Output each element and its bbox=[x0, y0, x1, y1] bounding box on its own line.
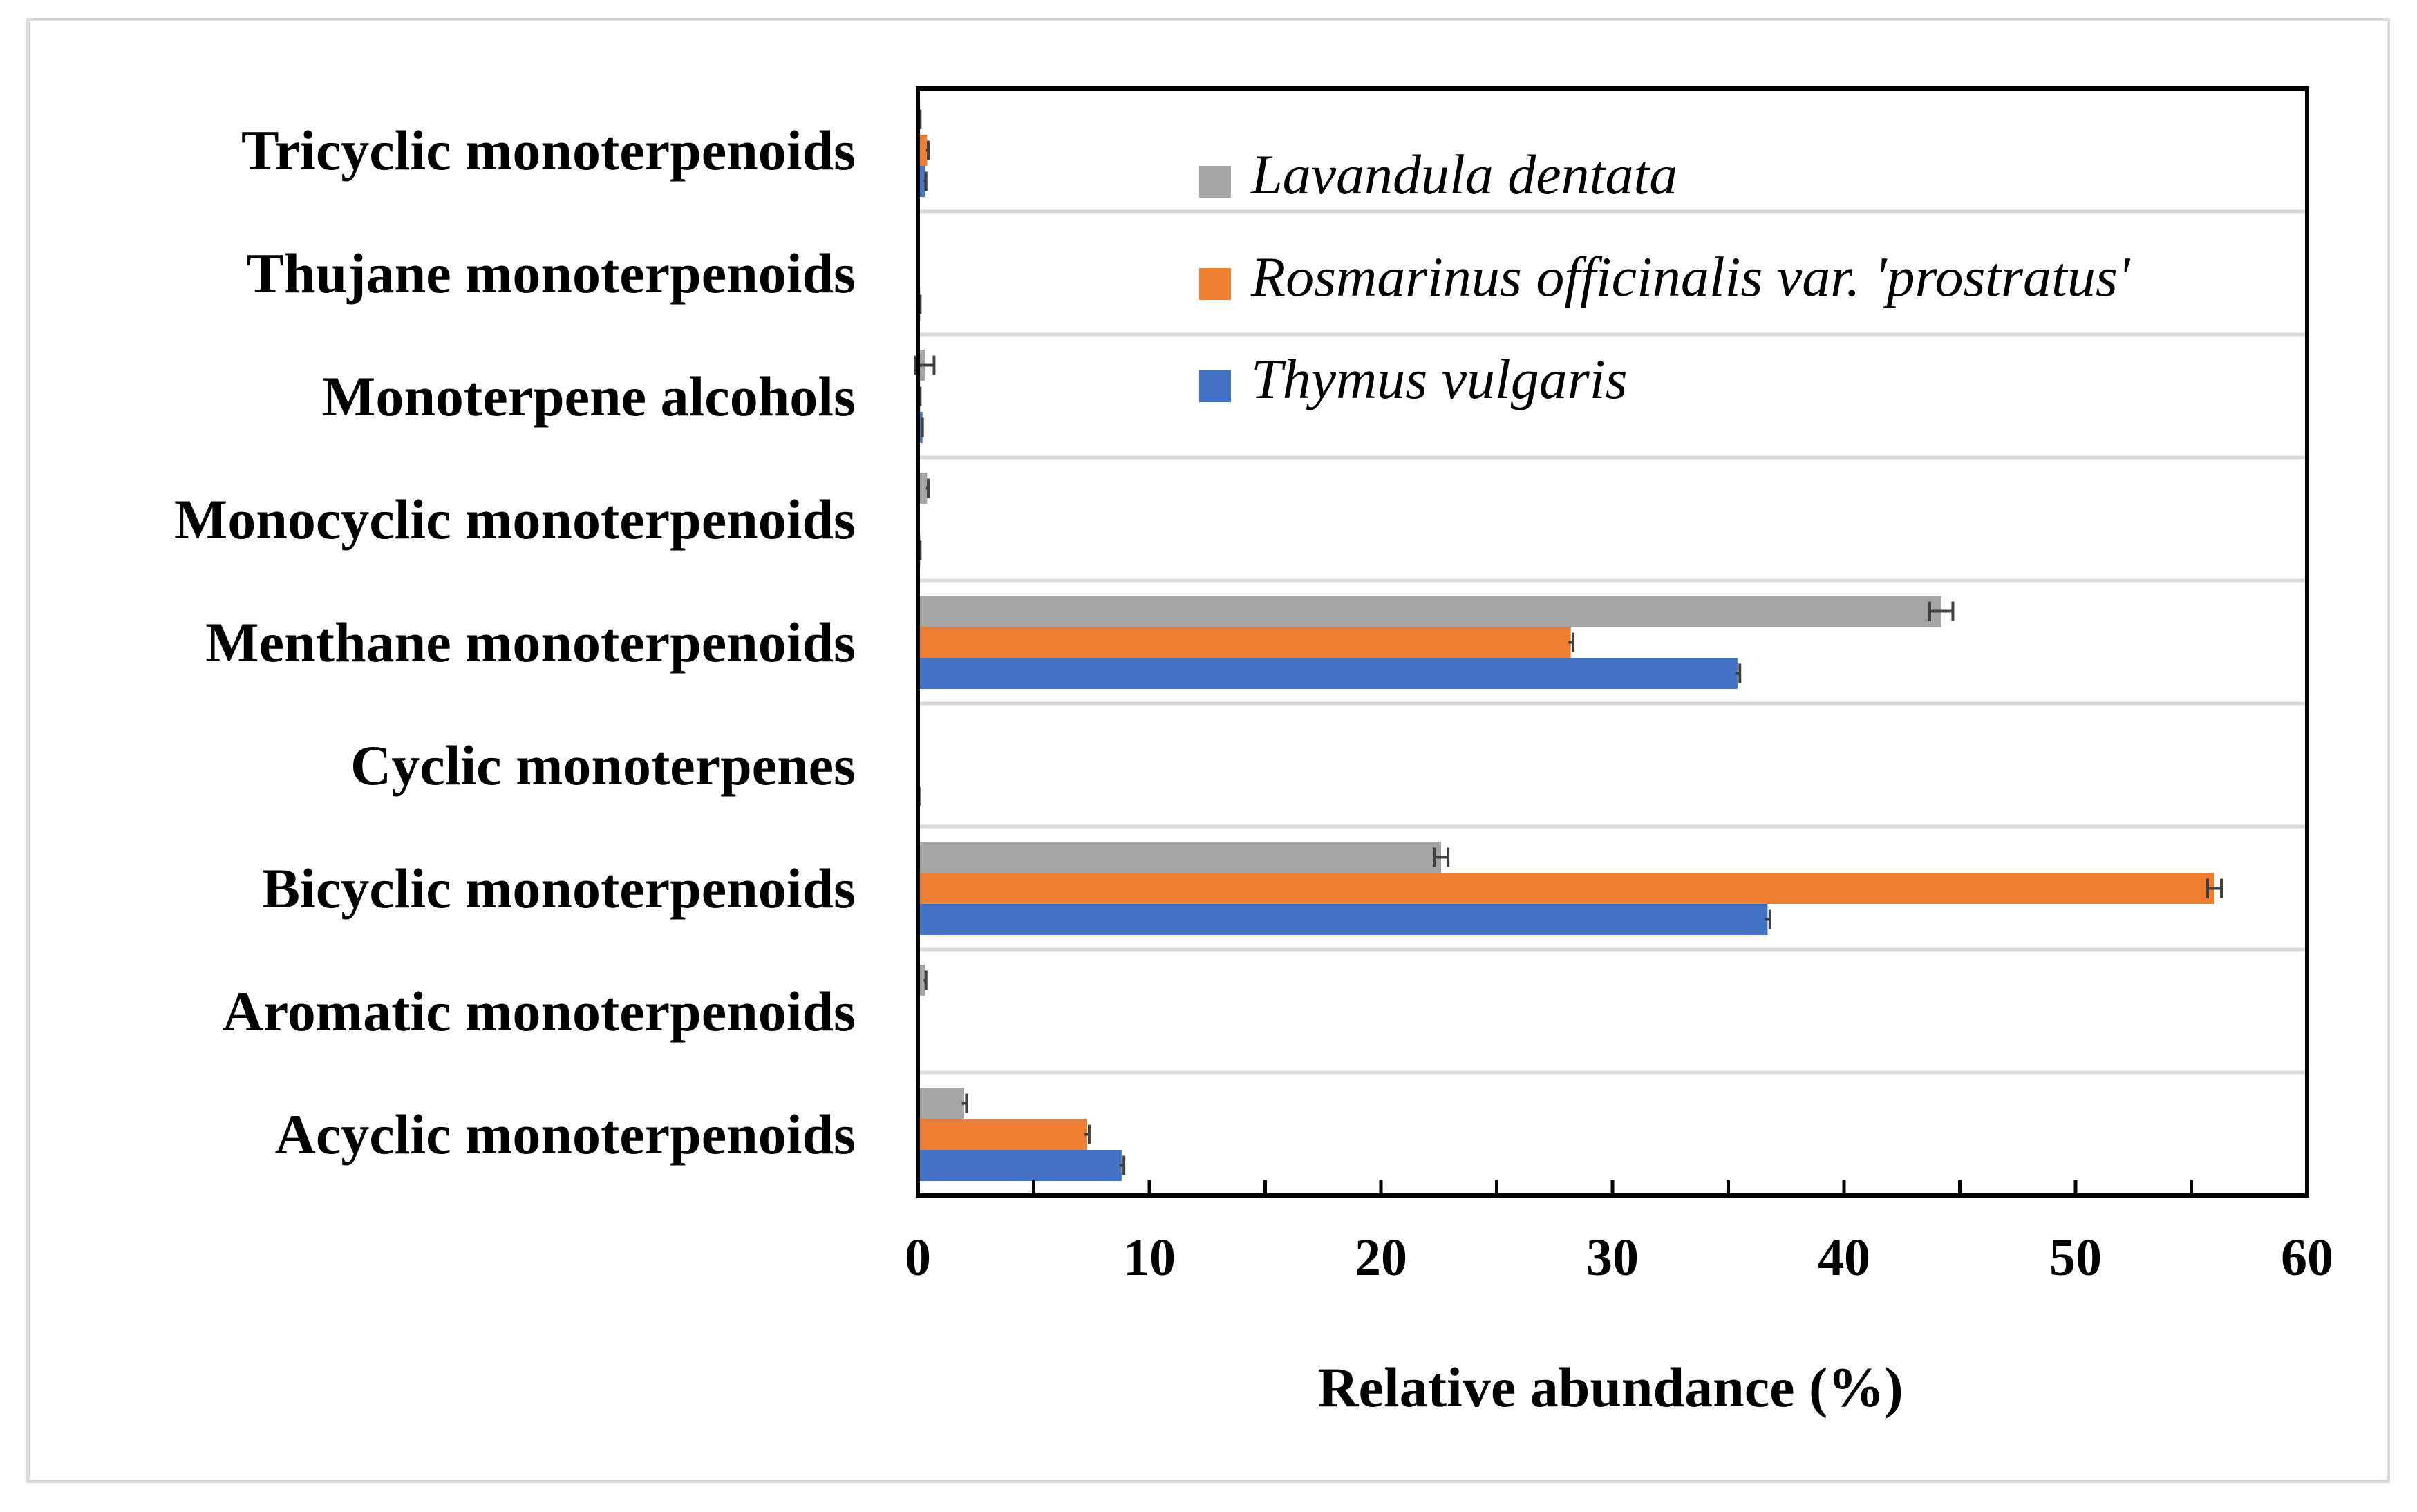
category-label: Monoterpene alcohols bbox=[322, 365, 856, 428]
category-labels: Acyclic monoterpenoids Aromatic monoterpe… bbox=[174, 119, 856, 1166]
bar bbox=[918, 904, 1768, 935]
legend-label: Rosmarinus officinalis var. 'prostratus' bbox=[1250, 245, 2131, 308]
category-label: Bicyclic monoterpenoids bbox=[262, 857, 856, 920]
category-label: Acyclic monoterpenoids bbox=[275, 1103, 856, 1166]
bar bbox=[918, 1088, 964, 1119]
x-tick-label: 60 bbox=[2281, 1229, 2333, 1287]
x-tick-label: 20 bbox=[1355, 1229, 1407, 1287]
category-label: Tricyclic monoterpenoids bbox=[241, 119, 856, 182]
bar bbox=[918, 658, 1738, 689]
x-tick-label: 50 bbox=[2049, 1229, 2102, 1287]
bar bbox=[918, 473, 928, 504]
gridlines bbox=[918, 209, 2307, 1075]
x-axis-title: Relative abundance (%) bbox=[1317, 1356, 1903, 1419]
x-tick-label: 10 bbox=[1123, 1229, 1176, 1287]
bars bbox=[914, 104, 2223, 1181]
bar bbox=[918, 1150, 1122, 1181]
category-label: Menthane monoterpenoids bbox=[205, 611, 856, 674]
bar bbox=[918, 135, 928, 166]
bar bbox=[918, 596, 1941, 627]
category-label: Aromatic monoterpenoids bbox=[223, 980, 856, 1043]
bar bbox=[918, 166, 925, 197]
category-label: Thujane monoterpenoids bbox=[246, 242, 856, 305]
bar bbox=[918, 1119, 1087, 1150]
x-tick-label: 30 bbox=[1586, 1229, 1639, 1287]
category-label: Cyclic monoterpenes bbox=[350, 734, 856, 797]
bar bbox=[918, 412, 923, 443]
bar bbox=[918, 842, 1442, 873]
legend: Lavandula dentata Rosmarinus officinalis … bbox=[1199, 143, 2131, 410]
x-tick-label: 40 bbox=[1818, 1229, 1870, 1287]
legend-swatch bbox=[1199, 268, 1231, 300]
legend-label: Thymus vulgaris bbox=[1251, 348, 1627, 410]
bar bbox=[918, 965, 925, 996]
legend-label: Lavandula dentata bbox=[1250, 143, 1677, 206]
bar bbox=[918, 627, 1571, 658]
x-tick-labels: 0 10 20 30 40 50 60 bbox=[905, 1229, 2333, 1287]
chart-frame bbox=[26, 18, 2390, 1483]
legend-swatch bbox=[1199, 370, 1231, 402]
axes bbox=[916, 86, 2309, 1198]
category-label: Monocyclic monoterpenoids bbox=[174, 488, 856, 551]
bar bbox=[918, 873, 2214, 904]
legend-swatch bbox=[1199, 166, 1231, 198]
x-tick-label: 0 bbox=[905, 1229, 931, 1287]
